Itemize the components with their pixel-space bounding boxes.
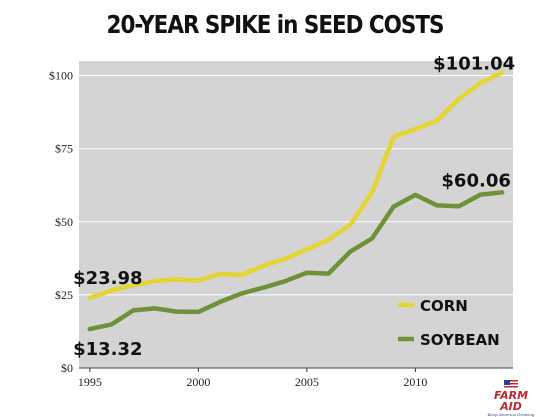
axes: $0 $25 $50 $75 $100 1995 2000 2005 2010 <box>49 69 513 389</box>
chart-title: 20-YEAR SPIKE in SEED COSTS <box>106 10 445 39</box>
x-tick-label: 2005 <box>295 375 319 389</box>
y-tick-label: $0 <box>61 361 73 375</box>
legend-label: SOYBEAN <box>420 331 500 349</box>
legend-label: CORN <box>420 297 468 315</box>
x-tick-label: 2000 <box>186 375 210 389</box>
legend: CORN SOYBEAN <box>398 297 500 349</box>
y-tick-label: $75 <box>55 142 73 156</box>
value-annotation: $101.04 <box>433 54 515 75</box>
logo-tagline: Keep America Growing <box>487 412 535 417</box>
y-tick-label: $50 <box>55 215 73 229</box>
y-tick-label: $25 <box>55 288 73 302</box>
value-annotation: $13.32 <box>73 339 142 360</box>
farm-aid-logo: FARM AID Keep America Growing <box>482 380 540 417</box>
series-line-corn <box>87 70 505 301</box>
y-tick-label: $100 <box>49 69 73 83</box>
x-tick-label: 2010 <box>403 375 427 389</box>
value-annotation: $23.98 <box>73 268 142 289</box>
value-annotations: $23.98 $13.32 $101.04 $60.06 <box>73 54 515 360</box>
plot-area <box>79 61 513 368</box>
series-line-soybean <box>87 190 505 332</box>
flag-icon <box>504 380 518 389</box>
series-lines <box>87 70 505 332</box>
logo-text: FARM AID <box>493 389 529 413</box>
x-tick-label: 1995 <box>78 375 102 389</box>
value-annotation: $60.06 <box>441 170 510 191</box>
gridlines <box>79 75 513 296</box>
